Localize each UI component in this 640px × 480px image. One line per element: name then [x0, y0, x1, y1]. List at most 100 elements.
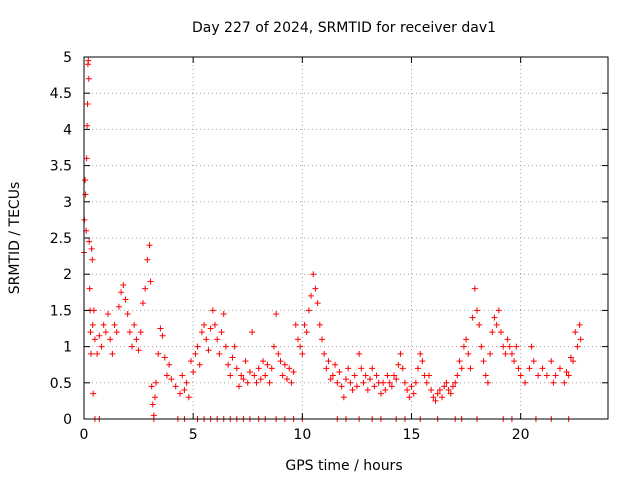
data-point [135, 347, 142, 354]
data-point [502, 350, 509, 357]
data-point [240, 376, 247, 383]
data-point [543, 372, 550, 379]
data-point [262, 372, 269, 379]
data-point [242, 358, 249, 365]
data-point [548, 358, 555, 365]
data-point [556, 365, 563, 372]
data-point [535, 372, 542, 379]
data-point [251, 372, 258, 379]
data-point [168, 376, 175, 383]
data-point [321, 350, 328, 357]
data-point [386, 379, 393, 386]
data-point [522, 379, 529, 386]
data-point [478, 343, 485, 350]
data-point [489, 329, 496, 336]
data-point [484, 379, 491, 386]
data-point [425, 372, 432, 379]
data-point [373, 372, 380, 379]
data-point [83, 155, 90, 162]
data-point [314, 300, 321, 307]
data-point [456, 358, 463, 365]
data-point [275, 350, 282, 357]
data-point [318, 336, 325, 343]
data-point [284, 376, 291, 383]
data-point [332, 361, 339, 368]
data-point [550, 379, 557, 386]
data-point [218, 329, 225, 336]
data-point [423, 379, 430, 386]
data-point [257, 376, 264, 383]
data-point [209, 307, 216, 314]
data-point [118, 289, 125, 296]
data-point [388, 383, 395, 390]
data-point [268, 365, 275, 372]
data-point [222, 343, 229, 350]
data-point [491, 314, 498, 321]
x-tick-label: 0 [80, 427, 89, 443]
data-point [288, 379, 295, 386]
data-point [122, 296, 129, 303]
data-point [343, 376, 349, 383]
data-point [229, 354, 236, 361]
data-point [487, 350, 494, 357]
data-point [194, 343, 201, 350]
data-point [493, 321, 500, 328]
data-point [124, 311, 131, 318]
data-point [84, 101, 91, 108]
data-point [207, 325, 214, 332]
data-point [526, 365, 533, 372]
data-point [303, 329, 310, 336]
data-point [474, 307, 480, 314]
data-point [360, 379, 367, 386]
data-point [382, 387, 389, 394]
data-point [393, 376, 400, 383]
data-point [220, 311, 227, 318]
data-point [305, 307, 312, 314]
data-point [236, 383, 243, 390]
data-point [89, 256, 96, 263]
data-point [351, 372, 358, 379]
data-point [90, 307, 97, 314]
data-point [469, 314, 476, 321]
data-point [417, 350, 424, 357]
data-point [151, 394, 158, 401]
data-point [102, 329, 109, 336]
data-point [482, 372, 489, 379]
data-point [480, 358, 487, 365]
data-point [100, 321, 107, 328]
data-point [567, 354, 574, 361]
data-point [467, 365, 474, 372]
data-point [310, 271, 317, 278]
data-point [399, 365, 406, 372]
y-tick-label: 3.5 [50, 159, 72, 175]
data-point [500, 343, 507, 350]
data-point [443, 379, 450, 386]
data-point [312, 285, 319, 292]
data-point [428, 387, 435, 394]
data-point [563, 368, 570, 375]
data-point [391, 372, 398, 379]
data-point [270, 343, 277, 350]
y-tick-label: 4 [63, 122, 72, 138]
data-point [371, 383, 378, 390]
data-point [506, 343, 513, 350]
data-point [85, 57, 92, 64]
data-point [161, 354, 168, 361]
data-point [316, 321, 323, 328]
data-point [397, 350, 404, 357]
y-axis-label: SRMTID / TECUs [7, 182, 23, 295]
y-tick-label: 2.5 [50, 231, 72, 247]
data-point [201, 321, 208, 328]
x-tick-label: 5 [189, 427, 198, 443]
data-point [153, 379, 160, 386]
y-tick-label: 4.5 [50, 86, 72, 102]
data-point [86, 238, 93, 245]
data-point [89, 321, 96, 328]
data-point [227, 372, 234, 379]
grid-lines [84, 57, 608, 419]
data-point [515, 365, 522, 372]
data-point [367, 376, 374, 383]
data-point [82, 177, 89, 184]
data-point [452, 379, 459, 386]
plot-frame [83, 56, 609, 420]
